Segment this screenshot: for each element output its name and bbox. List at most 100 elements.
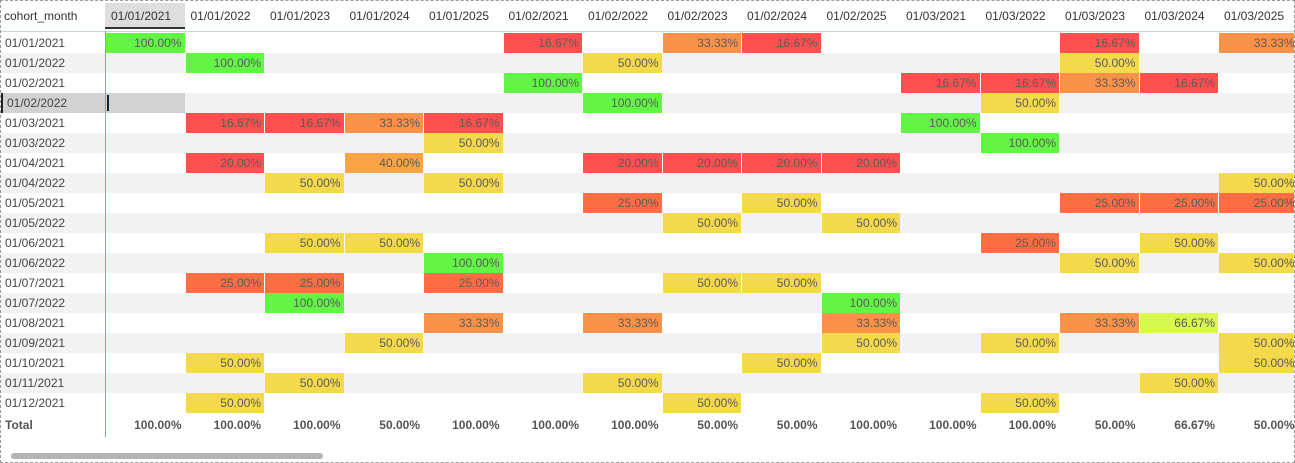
matrix-cell[interactable]: 50.00%: [185, 393, 264, 413]
matrix-cell[interactable]: 100.00%: [185, 53, 264, 73]
column-header[interactable]: 01/02/2024: [747, 9, 808, 23]
matrix-cell[interactable]: 16.67%: [503, 33, 582, 53]
matrix-cell[interactable]: 25.00%: [1139, 193, 1218, 213]
matrix-cell[interactable]: 100.00%: [980, 133, 1059, 153]
row-label[interactable]: 01/02/2021: [5, 76, 66, 90]
column-header[interactable]: 01/03/2025: [1224, 9, 1285, 23]
column-header[interactable]: 01/02/2022: [588, 9, 649, 23]
matrix-cell[interactable]: 33.33%: [424, 313, 503, 333]
matrix-cell[interactable]: 25.00%: [185, 273, 264, 293]
matrix-cell[interactable]: 50.00%: [662, 273, 741, 293]
matrix-cell[interactable]: 50.00%: [821, 213, 900, 233]
matrix-cell[interactable]: 16.67%: [1060, 33, 1139, 53]
matrix-cell[interactable]: 50.00%: [662, 213, 741, 233]
column-header[interactable]: 01/01/2025: [429, 9, 490, 23]
matrix-cell[interactable]: 50.00%: [662, 393, 741, 413]
matrix-cell[interactable]: 33.33%: [583, 313, 662, 333]
matrix-cell[interactable]: 100.00%: [106, 33, 185, 53]
matrix-cell[interactable]: 50.00%: [1219, 253, 1294, 273]
matrix-cell[interactable]: 33.33%: [1060, 313, 1139, 333]
row-label[interactable]: 01/02/2022: [1, 93, 105, 113]
horizontal-scrollbar[interactable]: [11, 453, 323, 459]
row-label[interactable]: 01/04/2021: [5, 156, 66, 170]
row-label[interactable]: 01/07/2022: [5, 296, 66, 310]
matrix-cell[interactable]: 16.67%: [1139, 73, 1218, 93]
matrix-cell[interactable]: 50.00%: [344, 333, 423, 353]
row-label[interactable]: 01/01/2022: [5, 56, 66, 70]
matrix-cell[interactable]: 20.00%: [742, 153, 821, 173]
matrix-cell[interactable]: 25.00%: [424, 273, 503, 293]
column-header[interactable]: 01/03/2022: [985, 9, 1046, 23]
column-header[interactable]: 01/03/2024: [1144, 9, 1205, 23]
column-header[interactable]: 01/02/2021: [508, 9, 569, 23]
matrix-cell[interactable]: 50.00%: [265, 373, 344, 393]
matrix-cell[interactable]: 50.00%: [1139, 233, 1218, 253]
column-header[interactable]: 01/01/2022: [190, 9, 251, 23]
column-header[interactable]: 01/01/2021: [105, 3, 185, 29]
column-header[interactable]: 01/01/2023: [270, 9, 331, 23]
matrix-cell[interactable]: 25.00%: [1219, 193, 1294, 213]
matrix-cell[interactable]: 50.00%: [583, 373, 662, 393]
row-label[interactable]: 01/05/2022: [5, 216, 66, 230]
row-label[interactable]: 01/03/2022: [5, 136, 66, 150]
column-header[interactable]: 01/02/2025: [826, 9, 887, 23]
matrix-cell[interactable]: 20.00%: [821, 153, 900, 173]
matrix-cell[interactable]: 50.00%: [980, 333, 1059, 353]
matrix-cell[interactable]: 25.00%: [980, 233, 1059, 253]
matrix-cell[interactable]: 25.00%: [583, 193, 662, 213]
matrix-cell[interactable]: 50.00%: [742, 193, 821, 213]
matrix-cell[interactable]: 50.00%: [185, 353, 264, 373]
row-label[interactable]: 01/05/2021: [5, 196, 66, 210]
matrix-cell[interactable]: 16.67%: [980, 73, 1059, 93]
matrix-cell[interactable]: 100.00%: [583, 93, 662, 113]
matrix-cell[interactable]: 16.67%: [265, 113, 344, 133]
selected-cell[interactable]: [106, 93, 185, 113]
row-label[interactable]: 01/04/2022: [5, 176, 66, 190]
column-header[interactable]: 01/02/2023: [667, 9, 728, 23]
matrix-cell[interactable]: 50.00%: [1060, 53, 1139, 73]
row-label[interactable]: 01/06/2022: [5, 256, 66, 270]
matrix-cell[interactable]: 50.00%: [583, 53, 662, 73]
matrix-cell[interactable]: 50.00%: [1219, 353, 1294, 373]
matrix-cell[interactable]: 100.00%: [503, 73, 582, 93]
matrix-cell[interactable]: 50.00%: [1219, 333, 1294, 353]
matrix-cell[interactable]: 50.00%: [980, 93, 1059, 113]
matrix-cell[interactable]: 33.33%: [821, 313, 900, 333]
matrix-cell[interactable]: 33.33%: [344, 113, 423, 133]
matrix-cell[interactable]: 100.00%: [265, 293, 344, 313]
matrix-cell[interactable]: 50.00%: [424, 173, 503, 193]
matrix-cell[interactable]: 100.00%: [424, 253, 503, 273]
column-header[interactable]: 01/03/2021: [906, 9, 967, 23]
row-label[interactable]: 01/09/2021: [5, 336, 66, 350]
row-label[interactable]: 01/08/2021: [5, 316, 66, 330]
matrix-cell[interactable]: 20.00%: [662, 153, 741, 173]
matrix-cell[interactable]: 50.00%: [821, 333, 900, 353]
matrix-cell[interactable]: 16.67%: [742, 33, 821, 53]
row-label[interactable]: 01/12/2021: [5, 396, 66, 410]
row-label[interactable]: 01/10/2021: [5, 356, 66, 370]
matrix-cell[interactable]: 50.00%: [424, 133, 503, 153]
matrix-cell[interactable]: 50.00%: [742, 273, 821, 293]
matrix-cell[interactable]: 50.00%: [344, 233, 423, 253]
matrix-cell[interactable]: 20.00%: [185, 153, 264, 173]
matrix-cell[interactable]: 50.00%: [1060, 253, 1139, 273]
matrix-cell[interactable]: 50.00%: [1219, 173, 1294, 193]
matrix-cell[interactable]: 66.67%: [1139, 313, 1218, 333]
row-label[interactable]: 01/11/2021: [5, 376, 65, 390]
matrix-cell[interactable]: 40.00%: [344, 153, 423, 173]
column-header[interactable]: 01/03/2023: [1065, 9, 1126, 23]
matrix-cell[interactable]: 16.67%: [901, 73, 980, 93]
row-label[interactable]: 01/06/2021: [5, 236, 66, 250]
matrix-cell[interactable]: 16.67%: [185, 113, 264, 133]
row-label[interactable]: 01/03/2021: [5, 116, 66, 130]
matrix-cell[interactable]: 20.00%: [583, 153, 662, 173]
matrix-cell[interactable]: 33.33%: [1060, 73, 1139, 93]
matrix-cell[interactable]: 100.00%: [821, 293, 900, 313]
matrix-cell[interactable]: 50.00%: [742, 353, 821, 373]
matrix-cell[interactable]: 16.67%: [424, 113, 503, 133]
matrix-cell[interactable]: 100.00%: [901, 113, 980, 133]
row-label[interactable]: 01/07/2021: [5, 276, 66, 290]
matrix-cell[interactable]: 50.00%: [265, 173, 344, 193]
matrix-cell[interactable]: 33.33%: [662, 33, 741, 53]
matrix-cell[interactable]: 50.00%: [265, 233, 344, 253]
